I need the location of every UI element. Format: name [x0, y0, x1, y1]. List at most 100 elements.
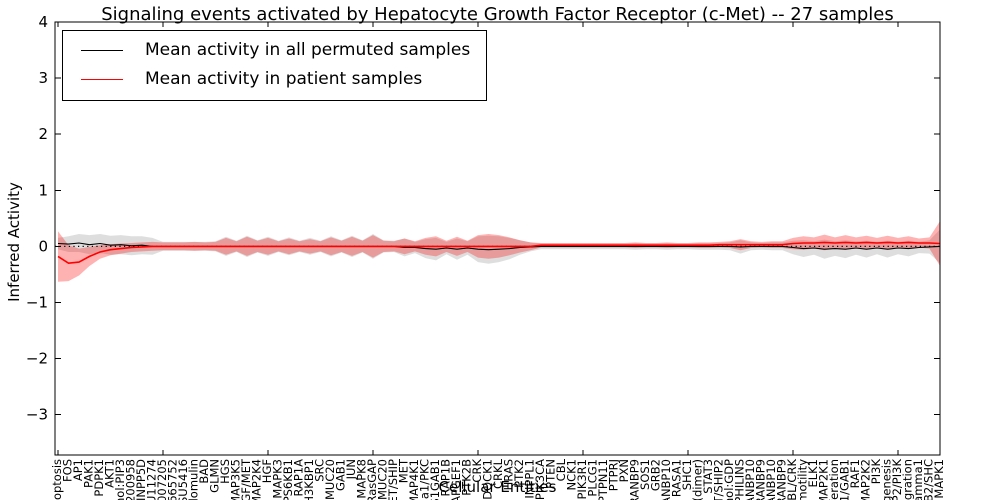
- x-category-label: PLCG1: [586, 459, 600, 497]
- x-category-label: MAPK1: [932, 459, 946, 499]
- x-category-label: AKT1: [103, 459, 117, 488]
- x-category-label: MAPK8: [355, 459, 369, 499]
- x-category-label: HGF/MET/SHIP: [386, 459, 400, 500]
- x-category-label: SHP2/GRB2/SOS1/GAB1: [838, 459, 852, 500]
- x-category-label: SOS1: [638, 459, 652, 490]
- x-category-label: DOCK1: [481, 459, 495, 500]
- y-tick-label: 2: [38, 125, 48, 143]
- x-category-label: HGF: [260, 459, 274, 483]
- x-category-label: RAF1: [848, 459, 862, 488]
- legend-label-permuted: Mean activity in all permuted samples: [145, 40, 471, 60]
- x-category-label: HRAS: [502, 459, 516, 490]
- x-category-label: mol:PHA665752: [166, 459, 180, 500]
- chart-title: Signaling events activated by Hepatocyte…: [101, 4, 894, 25]
- x-axis-title: Cellular Entities: [438, 478, 557, 496]
- y-tick-label: 1: [38, 181, 48, 199]
- x-category-label: PIK3R1: [575, 459, 589, 500]
- x-category-label: mol:GDP: [722, 459, 736, 500]
- x-category-label: SRC: [313, 459, 327, 482]
- x-category-label: SHP2/GRB2/SOS1GAB1: [428, 459, 442, 500]
- x-category-label: PAK1: [82, 459, 96, 488]
- x-category-label: CRKL: [491, 458, 505, 489]
- y-tick-label: 3: [38, 69, 48, 87]
- legend-item-permuted: Mean activity in all permuted samples: [77, 40, 470, 60]
- x-category-label: CBL/CRK: [785, 459, 799, 500]
- x-category-label: PTPN11: [596, 459, 610, 500]
- x-category-label: JUN: [344, 459, 358, 480]
- x-category-label: FOS: [61, 459, 75, 482]
- x-category-label: SHC1: [680, 459, 694, 490]
- y-tick-label: 4: [38, 13, 48, 31]
- x-category-label: RANBP10: [659, 459, 673, 500]
- x-category-label: MET/RANBP9: [754, 459, 768, 500]
- x-category-label: MAP2K1: [817, 459, 831, 500]
- x-category-label: EntrezGene:200958: [124, 459, 138, 500]
- x-category-label: PIK3CA: [533, 459, 547, 500]
- patient-line-swatch-icon: [81, 78, 123, 80]
- x-category-label: MAP4K1: [407, 459, 421, 500]
- x-category-label: cell migration: [901, 459, 915, 500]
- x-category-label: MET/MUC20: [323, 459, 337, 500]
- x-category-label: HGF/MET/RANBP9: [775, 459, 789, 500]
- x-category-label: PTK2B: [460, 459, 474, 496]
- x-category-label: HGF/MET/MUC20: [376, 459, 390, 500]
- legend-item-patient: Mean activity in patient samples: [77, 69, 470, 89]
- x-category-label: MET/Glomulin: [187, 459, 201, 500]
- x-category-label: CRK: [470, 459, 484, 483]
- x-category-label: mol:PIP3: [113, 459, 127, 500]
- x-category-label: GRB2/SHC: [922, 459, 936, 500]
- permuted-line-swatch-icon: [81, 49, 123, 51]
- x-category-label: PTK2: [512, 459, 526, 488]
- x-category-label: HGF/MET/CIN85/CBL/ENDOPHILINS: [733, 459, 747, 500]
- x-category-label: NCK1: [565, 459, 579, 491]
- x-category-label: cell motility: [796, 459, 810, 500]
- x-category-label: HGF/MET/RANBP10: [764, 459, 778, 500]
- x-category-label: PDPK1: [92, 459, 106, 497]
- x-category-label: RAPGEF1: [449, 459, 463, 500]
- x-category-label: CBL: [554, 458, 568, 481]
- y-tick-label: 0: [38, 237, 48, 255]
- x-category-label: INPPL1: [523, 459, 537, 499]
- x-category-label: apoptosis: [50, 459, 64, 500]
- patient-std-band: [58, 221, 940, 282]
- x-category-label: MAP2K2: [859, 459, 873, 500]
- x-category-label: RANBP9: [628, 459, 642, 500]
- x-category-label: GLMN: [208, 459, 222, 493]
- axes-frame: [54, 21, 941, 456]
- x-category-label: PXN: [617, 459, 631, 482]
- y-tick-label: −2: [26, 350, 48, 368]
- legend: Mean activity in all permuted samples Me…: [62, 30, 488, 101]
- x-category-label: HGS: [218, 459, 232, 484]
- x-category-label: GRB2: [649, 459, 663, 491]
- x-category-label: RASA1: [670, 459, 684, 497]
- x-category-label: PI3K: [869, 459, 883, 485]
- x-category-label: cell morphogenesis: [880, 459, 894, 500]
- x-category-label: cell proliferation: [827, 459, 841, 500]
- x-category-label: MET/RANBP10: [743, 459, 757, 500]
- x-category-label: RAP1A: [292, 459, 306, 497]
- x-category-label: INPP5D: [134, 459, 148, 500]
- x-category-label: GO:0007205: [155, 459, 169, 500]
- x-category-label: MAP2K4: [250, 459, 264, 500]
- x-category-label: STAT3 (dimer): [691, 459, 705, 500]
- x-category-label: RPS6KB1: [281, 459, 295, 500]
- x-category-label: MET: [397, 458, 411, 483]
- x-category-label: mol:SU11274: [145, 459, 159, 500]
- x-category-label: BAD: [197, 459, 211, 484]
- y-tick-label: −3: [26, 406, 48, 424]
- x-category-label: PTEN: [544, 459, 558, 489]
- x-category-label: ELK1: [806, 459, 820, 488]
- x-category-label: HGF/MET/SHIP2: [712, 459, 726, 500]
- y-tick-label: −1: [26, 293, 48, 311]
- x-category-label: PTPRJ: [607, 459, 621, 491]
- x-category-label: GAB1: [334, 459, 348, 491]
- y-axis-title: Inferred Activity: [5, 182, 23, 302]
- x-category-label: HGF/MET: [239, 458, 253, 500]
- x-category-label: RAP1B: [439, 459, 453, 497]
- x-category-label: STAT3: [701, 459, 715, 494]
- legend-label-patient: Mean activity in patient samples: [145, 69, 423, 89]
- x-category-label: MAPK3: [271, 459, 285, 499]
- x-category-label: GAB1/CRKL/SHP2/PI3K: [890, 459, 904, 500]
